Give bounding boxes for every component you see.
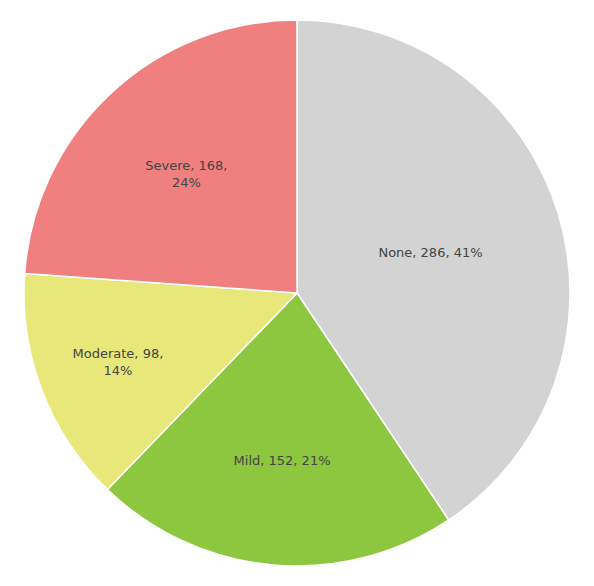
svg-text:Mild, 152, 21%: Mild, 152, 21% bbox=[234, 453, 331, 468]
svg-text:Moderate, 98,14%: Moderate, 98,14% bbox=[73, 346, 164, 378]
svg-text:Severe, 168,24%: Severe, 168,24% bbox=[145, 158, 227, 190]
svg-text:None, 286, 41%: None, 286, 41% bbox=[378, 245, 482, 260]
